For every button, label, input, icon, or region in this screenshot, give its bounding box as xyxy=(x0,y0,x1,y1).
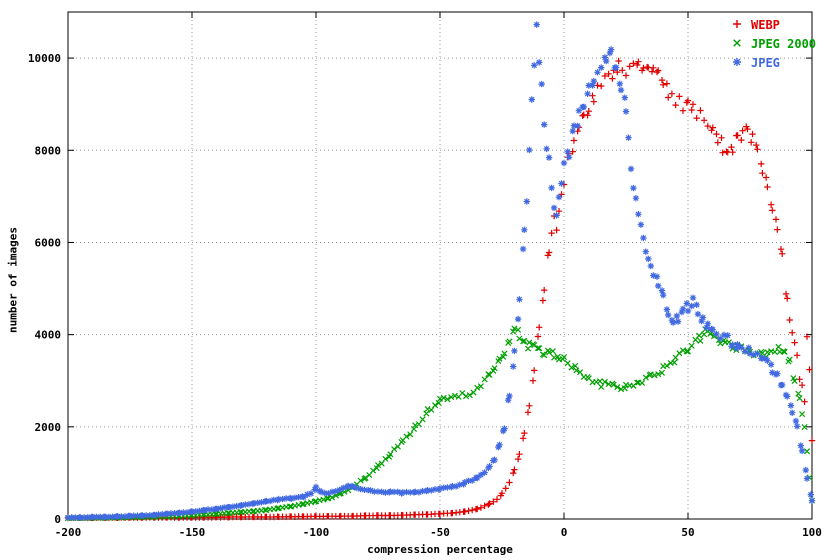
x-tick-label: 0 xyxy=(561,526,568,539)
series-jpeg-points xyxy=(64,21,816,521)
legend-label: JPEG xyxy=(751,56,780,70)
legend-marker-plus-icon xyxy=(728,16,746,35)
y-tick-label: 8000 xyxy=(35,144,62,157)
y-tick-label: 4000 xyxy=(35,329,62,342)
legend-item-jpeg: JPEG xyxy=(728,54,816,72)
y-tick-label: 6000 xyxy=(35,236,62,249)
legend-label: JPEG 2000 xyxy=(751,37,817,51)
legend-item-webp: WEBP xyxy=(728,16,816,34)
legend-label: WEBP xyxy=(751,18,780,32)
y-tick-label: 0 xyxy=(54,513,61,526)
legend-marker-cross-icon xyxy=(728,35,746,54)
x-tick-label: -200 xyxy=(55,526,82,539)
x-tick-label: 100 xyxy=(802,526,822,539)
x-tick-label: -150 xyxy=(179,526,206,539)
x-tick-label: -100 xyxy=(303,526,330,539)
x-tick-label: -50 xyxy=(430,526,450,539)
y-tick-label: 2000 xyxy=(35,421,62,434)
y-tick-label: 10000 xyxy=(28,52,61,65)
series-webp-points xyxy=(64,57,816,522)
legend-marker-asterisk-icon xyxy=(728,54,746,73)
x-tick-label: 50 xyxy=(681,526,694,539)
x-axis-label: compression percentage xyxy=(367,543,513,556)
legend-item-jpeg2000: JPEG 2000 xyxy=(728,35,816,53)
legend: WEBP JPEG 2000 JPEG xyxy=(728,16,816,72)
y-axis-label: number of images xyxy=(6,227,20,333)
